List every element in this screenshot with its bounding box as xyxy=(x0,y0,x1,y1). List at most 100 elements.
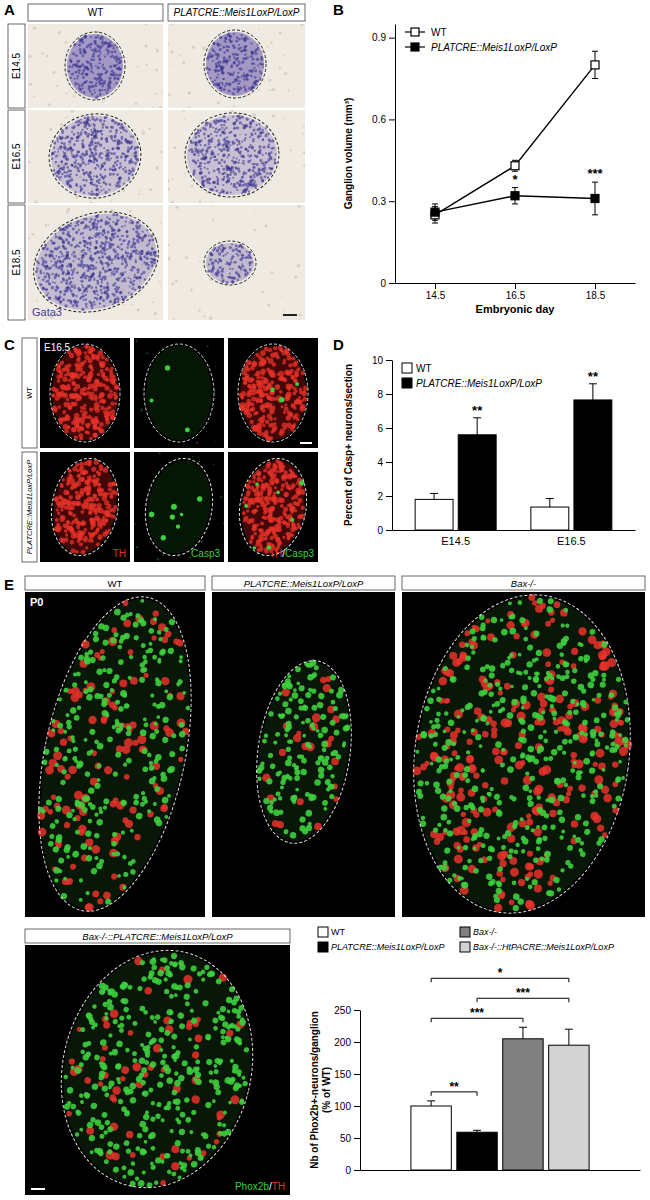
cell xyxy=(229,144,231,146)
cell xyxy=(250,176,253,179)
cell xyxy=(254,76,257,79)
cell xyxy=(223,124,226,127)
cell xyxy=(259,173,262,176)
cell xyxy=(228,38,231,41)
speckle xyxy=(269,79,272,82)
cell xyxy=(81,63,84,66)
cell xyxy=(91,49,94,52)
cell xyxy=(106,230,110,234)
cell xyxy=(201,179,204,182)
cell xyxy=(93,235,95,237)
cell xyxy=(240,146,243,149)
speckle xyxy=(160,223,162,225)
speckle xyxy=(134,102,137,105)
cell xyxy=(259,172,261,174)
cell xyxy=(78,84,81,87)
cell xyxy=(221,172,224,175)
cell xyxy=(215,63,217,65)
cell xyxy=(107,84,109,86)
speckle xyxy=(114,65,116,67)
cell xyxy=(222,138,225,141)
cell xyxy=(227,154,230,157)
cell xyxy=(227,72,230,75)
cell xyxy=(209,160,211,162)
cell xyxy=(244,49,247,52)
cell xyxy=(203,166,205,168)
cell xyxy=(78,69,81,72)
cell xyxy=(199,129,202,132)
cell xyxy=(137,285,141,289)
cell xyxy=(227,49,229,51)
speckle xyxy=(171,178,173,180)
cell xyxy=(99,119,103,123)
cell xyxy=(78,241,81,244)
cell xyxy=(88,144,92,148)
cell xyxy=(266,172,269,175)
cell xyxy=(103,42,106,45)
cell xyxy=(59,136,61,138)
cell xyxy=(79,65,82,68)
cell xyxy=(238,80,240,82)
cell xyxy=(95,286,98,289)
cell xyxy=(85,153,88,156)
cell xyxy=(83,116,86,119)
cell xyxy=(243,72,245,74)
cell xyxy=(81,220,85,224)
cell xyxy=(96,175,99,178)
cell xyxy=(113,136,116,139)
cell xyxy=(98,49,101,52)
cell xyxy=(257,136,260,139)
cell xyxy=(237,147,240,150)
cell xyxy=(78,60,80,62)
cell xyxy=(233,134,236,137)
cell xyxy=(131,173,134,176)
cell xyxy=(90,65,92,67)
cell xyxy=(213,155,216,158)
cell xyxy=(98,191,100,193)
cell xyxy=(103,80,106,83)
cell xyxy=(249,144,251,146)
speckle xyxy=(104,100,106,102)
cell xyxy=(74,64,77,67)
cell xyxy=(102,39,104,41)
cell xyxy=(105,48,108,51)
cell xyxy=(81,139,84,142)
cell xyxy=(212,81,214,83)
cell xyxy=(80,39,83,42)
cell xyxy=(72,237,76,241)
cell xyxy=(233,61,236,64)
speckle xyxy=(278,67,281,70)
cell xyxy=(85,171,88,174)
cell xyxy=(93,127,96,130)
cell xyxy=(210,133,212,135)
cell xyxy=(233,142,236,145)
speckle xyxy=(91,201,92,202)
cell xyxy=(247,183,249,185)
cell xyxy=(71,253,73,255)
cell xyxy=(128,256,132,260)
cell xyxy=(97,250,101,254)
cell xyxy=(209,146,212,149)
speckle xyxy=(271,180,272,181)
cell xyxy=(221,68,223,70)
cell xyxy=(125,230,129,234)
cell xyxy=(217,74,219,76)
cell xyxy=(43,272,45,274)
cell xyxy=(69,175,72,178)
speckle xyxy=(191,185,194,188)
cell xyxy=(66,269,69,272)
cell xyxy=(271,139,275,143)
cell xyxy=(134,288,137,291)
cell xyxy=(109,135,113,139)
cell xyxy=(259,152,262,155)
cell xyxy=(216,84,219,87)
cell xyxy=(223,56,226,59)
cell xyxy=(228,83,231,86)
ganglion xyxy=(65,32,125,100)
cell xyxy=(271,167,273,169)
cell xyxy=(206,178,208,180)
cell xyxy=(86,73,88,75)
cell xyxy=(253,163,256,166)
speckle xyxy=(66,210,69,213)
cell xyxy=(94,225,98,229)
